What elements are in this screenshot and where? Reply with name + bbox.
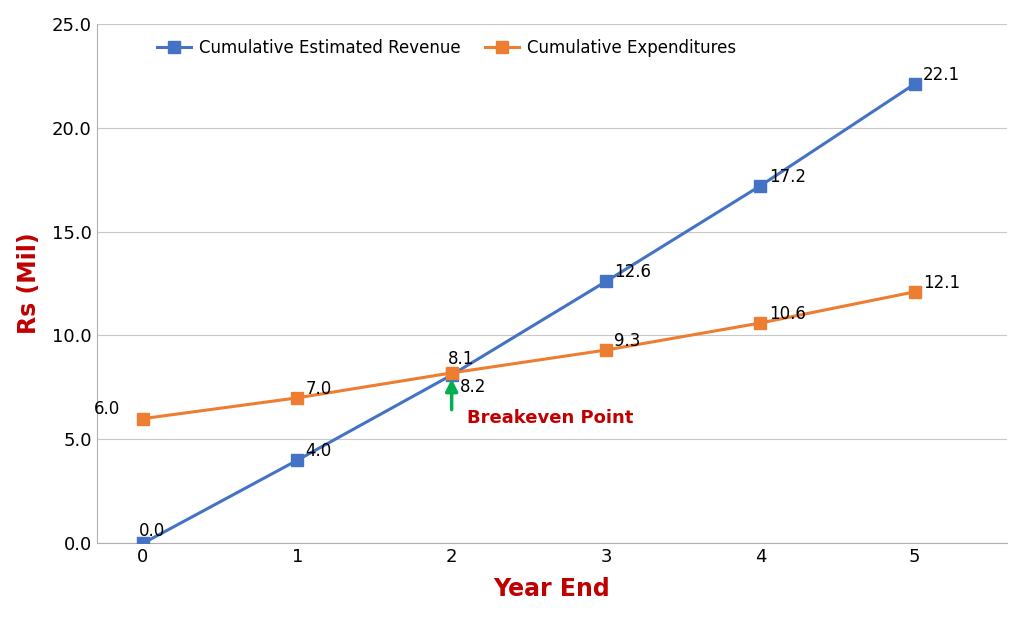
- Cumulative Estimated Revenue: [755, 182, 767, 190]
- Text: 7.0: 7.0: [305, 379, 332, 397]
- Line: Cumulative Expenditures: Cumulative Expenditures: [136, 286, 921, 425]
- Text: 12.6: 12.6: [614, 263, 651, 281]
- Text: 12.1: 12.1: [923, 274, 961, 292]
- Text: 22.1: 22.1: [923, 66, 961, 84]
- Text: 8.1: 8.1: [447, 350, 474, 368]
- Line: Cumulative Estimated Revenue: Cumulative Estimated Revenue: [136, 78, 921, 549]
- Text: 6.0: 6.0: [94, 400, 121, 418]
- Cumulative Expenditures: [600, 346, 612, 353]
- Text: 0.0: 0.0: [139, 522, 165, 540]
- Cumulative Estimated Revenue: [445, 371, 458, 379]
- Cumulative Expenditures: [445, 369, 458, 376]
- Legend: Cumulative Estimated Revenue, Cumulative Expenditures: Cumulative Estimated Revenue, Cumulative…: [151, 32, 743, 63]
- Text: Breakeven Point: Breakeven Point: [467, 408, 634, 427]
- Cumulative Estimated Revenue: [600, 277, 612, 285]
- Cumulative Estimated Revenue: [137, 540, 150, 547]
- Text: 17.2: 17.2: [769, 167, 806, 185]
- Cumulative Expenditures: [908, 288, 921, 295]
- Cumulative Expenditures: [291, 394, 303, 402]
- Text: 4.0: 4.0: [305, 442, 332, 460]
- Text: 10.6: 10.6: [769, 305, 806, 323]
- Cumulative Estimated Revenue: [908, 80, 921, 88]
- Cumulative Expenditures: [755, 320, 767, 327]
- X-axis label: Year End: Year End: [494, 577, 610, 601]
- Cumulative Estimated Revenue: [291, 457, 303, 464]
- Text: 8.2: 8.2: [460, 378, 486, 396]
- Text: 9.3: 9.3: [614, 332, 641, 350]
- Cumulative Expenditures: [137, 415, 150, 422]
- Y-axis label: Rs (Mil): Rs (Mil): [16, 233, 41, 334]
